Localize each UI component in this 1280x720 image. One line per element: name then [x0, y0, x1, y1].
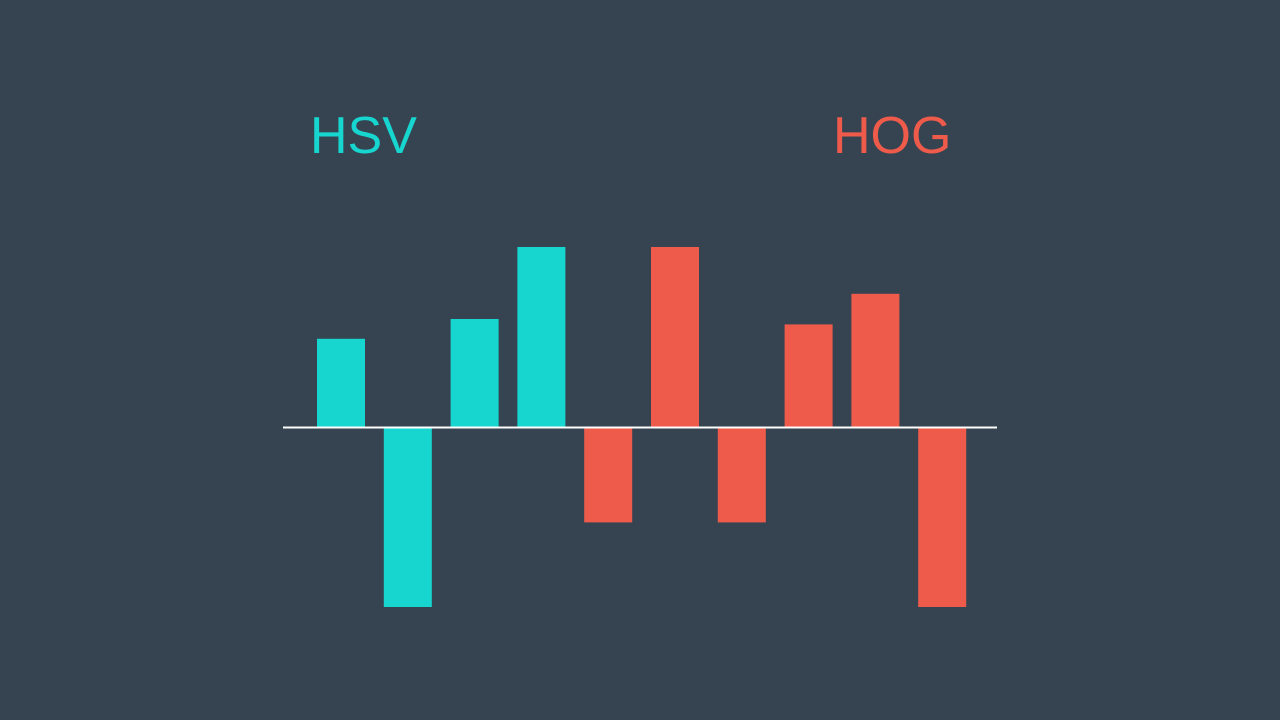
- hog-bar-2: [651, 247, 699, 427]
- hsv-bar-2: [383, 427, 432, 607]
- hog-bar-1: [584, 427, 633, 523]
- hsv-series-label: HSV: [310, 107, 417, 165]
- hsv-bar-3: [450, 319, 499, 427]
- hog-series-label: HOG: [833, 107, 951, 165]
- hog-bar-4: [784, 324, 833, 427]
- hsv-bar-1: [317, 338, 365, 427]
- bars-group: [317, 247, 967, 607]
- hog-bar-3: [717, 427, 766, 523]
- hog-bar-5: [851, 293, 900, 427]
- hsv-bar-4: [517, 247, 566, 427]
- hog-bar-6: [918, 427, 967, 607]
